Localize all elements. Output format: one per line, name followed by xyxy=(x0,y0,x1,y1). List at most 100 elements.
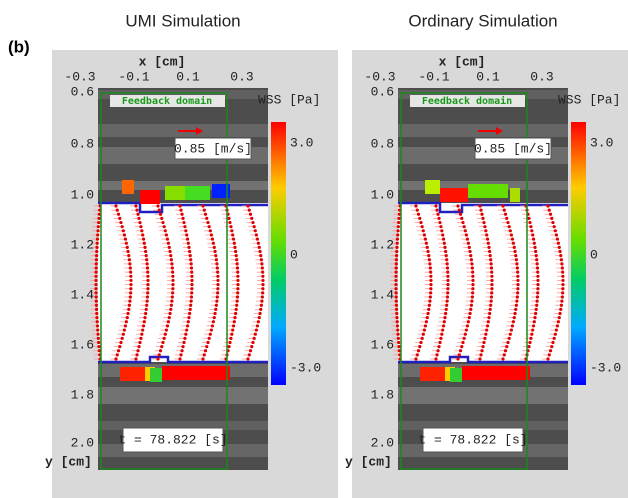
velocity-dot xyxy=(484,333,487,336)
velocity-dot xyxy=(555,328,558,331)
velocity-dot xyxy=(527,217,530,220)
panel-title: UMI Simulation xyxy=(125,11,240,30)
velocity-dot xyxy=(206,221,209,224)
velocity-dot xyxy=(188,312,191,315)
wss-segment xyxy=(185,186,210,200)
velocity-dot xyxy=(486,324,489,327)
velocity-dot xyxy=(556,324,559,327)
velocity-dot xyxy=(424,324,427,327)
velocity-dot xyxy=(135,353,138,356)
velocity-dot xyxy=(416,353,419,356)
velocity-dot xyxy=(213,250,216,253)
y-tick-label: 1.2 xyxy=(371,237,394,252)
velocity-dot xyxy=(145,308,148,311)
velocity-dot xyxy=(250,345,253,348)
velocity-dot xyxy=(261,279,264,282)
velocity-dot xyxy=(234,312,237,315)
velocity-dot xyxy=(531,233,534,236)
velocity-dot xyxy=(215,258,218,261)
velocity-dot xyxy=(213,312,216,315)
velocity-dot xyxy=(156,204,159,207)
velocity-dot xyxy=(116,209,119,212)
colorbar-tick-label: 3.0 xyxy=(590,135,613,150)
velocity-dot xyxy=(554,229,557,232)
velocity-dot xyxy=(429,291,432,294)
velocity-dot xyxy=(417,213,420,216)
velocity-dot xyxy=(164,229,167,232)
velocity-dot xyxy=(249,213,252,216)
velocity-dot xyxy=(528,341,531,344)
velocity-dot xyxy=(170,300,173,303)
velocity-dot xyxy=(489,304,492,307)
velocity-dot xyxy=(184,229,187,232)
velocity-dot xyxy=(395,295,398,298)
velocity-dot xyxy=(468,316,471,319)
velocity-dot xyxy=(122,333,125,336)
y-axis-label: y [cm] xyxy=(345,454,392,469)
velocity-dot xyxy=(428,300,431,303)
y-tick-label: 1.2 xyxy=(71,237,94,252)
velocity-dot xyxy=(446,271,449,274)
velocity-dot xyxy=(211,237,214,240)
velocity-dot xyxy=(165,328,168,331)
velocity-dot xyxy=(508,337,511,340)
velocity-dot xyxy=(128,304,131,307)
velocity-dot xyxy=(159,213,162,216)
y-tick-label: 1.8 xyxy=(371,387,394,402)
velocity-dot xyxy=(94,271,97,274)
velocity-dot xyxy=(428,304,431,307)
velocity-dot xyxy=(394,275,397,278)
velocity-dot xyxy=(560,304,563,307)
velocity-dot xyxy=(94,275,97,278)
velocity-dot xyxy=(128,258,131,261)
velocity-dot xyxy=(465,328,468,331)
velocity-dot xyxy=(535,304,538,307)
velocity-dot xyxy=(516,283,519,286)
velocity-dot xyxy=(97,217,100,220)
velocity-dot xyxy=(463,225,466,228)
velocity-dot xyxy=(143,246,146,249)
velocity-dot xyxy=(514,254,517,257)
velocity-dot xyxy=(490,271,493,274)
velocity-dot xyxy=(516,291,519,294)
velocity-dot xyxy=(257,320,260,323)
velocity-dot xyxy=(128,300,131,303)
velocity-dot xyxy=(161,341,164,344)
velocity-dot xyxy=(96,237,99,240)
y-tick-label: 1.6 xyxy=(371,337,394,352)
velocity-dot xyxy=(487,320,490,323)
velocity-dot xyxy=(536,271,539,274)
velocity-dot xyxy=(129,275,132,278)
wss-segment xyxy=(120,367,145,381)
velocity-dot xyxy=(114,357,117,360)
velocity-dot xyxy=(395,254,398,257)
velocity-dot xyxy=(513,246,516,249)
velocity-dot xyxy=(467,242,470,245)
velocity-dot xyxy=(146,266,149,269)
y-tick-label: 1.0 xyxy=(371,187,394,202)
velocity-dot xyxy=(396,242,399,245)
velocity-dot xyxy=(143,316,146,319)
velocity-dot xyxy=(117,349,120,352)
velocity-dot xyxy=(490,275,493,278)
velocity-dot xyxy=(216,283,219,286)
velocity-dot xyxy=(503,209,506,212)
velocity-dot xyxy=(235,258,238,261)
velocity-dot xyxy=(190,271,193,274)
y-tick-label: 1.6 xyxy=(71,337,94,352)
velocity-dot xyxy=(96,320,99,323)
velocity-dot xyxy=(121,225,124,228)
velocity-dot xyxy=(439,337,442,340)
velocity-dot xyxy=(395,304,398,307)
velocity-dot xyxy=(527,345,530,348)
velocity-dot xyxy=(233,246,236,249)
velocity-dot xyxy=(471,283,474,286)
velocity-dot xyxy=(426,250,429,253)
velocity-dot xyxy=(258,312,261,315)
velocity-dot xyxy=(96,324,99,327)
velocity-dot xyxy=(396,233,399,236)
panel-label: (b) xyxy=(8,37,30,56)
velocity-dot xyxy=(479,353,482,356)
velocity-dot xyxy=(395,258,398,261)
velocity-dot xyxy=(397,337,400,340)
